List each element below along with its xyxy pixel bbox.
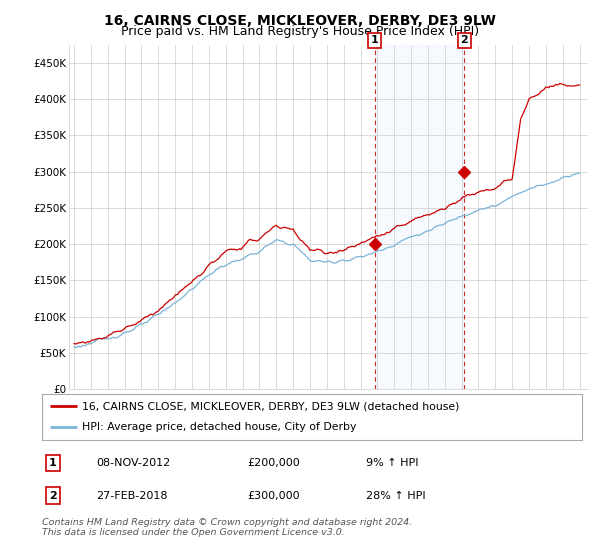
Text: Price paid vs. HM Land Registry's House Price Index (HPI): Price paid vs. HM Land Registry's House … <box>121 25 479 38</box>
Text: 2: 2 <box>461 35 469 45</box>
Bar <box>375 45 464 389</box>
Text: HPI: Average price, detached house, City of Derby: HPI: Average price, detached house, City… <box>83 422 357 432</box>
Text: 9% ↑ HPI: 9% ↑ HPI <box>366 458 419 468</box>
Text: 1: 1 <box>49 458 56 468</box>
Text: 27-FEB-2018: 27-FEB-2018 <box>96 491 167 501</box>
Text: £200,000: £200,000 <box>247 458 300 468</box>
Text: 08-NOV-2012: 08-NOV-2012 <box>96 458 170 468</box>
Text: £300,000: £300,000 <box>247 491 300 501</box>
Text: 1: 1 <box>371 35 379 45</box>
Text: 28% ↑ HPI: 28% ↑ HPI <box>366 491 425 501</box>
Text: 16, CAIRNS CLOSE, MICKLEOVER, DERBY, DE3 9LW: 16, CAIRNS CLOSE, MICKLEOVER, DERBY, DE3… <box>104 14 496 28</box>
Text: Contains HM Land Registry data © Crown copyright and database right 2024.
This d: Contains HM Land Registry data © Crown c… <box>42 518 412 538</box>
Text: 16, CAIRNS CLOSE, MICKLEOVER, DERBY, DE3 9LW (detached house): 16, CAIRNS CLOSE, MICKLEOVER, DERBY, DE3… <box>83 401 460 411</box>
Text: 2: 2 <box>49 491 56 501</box>
